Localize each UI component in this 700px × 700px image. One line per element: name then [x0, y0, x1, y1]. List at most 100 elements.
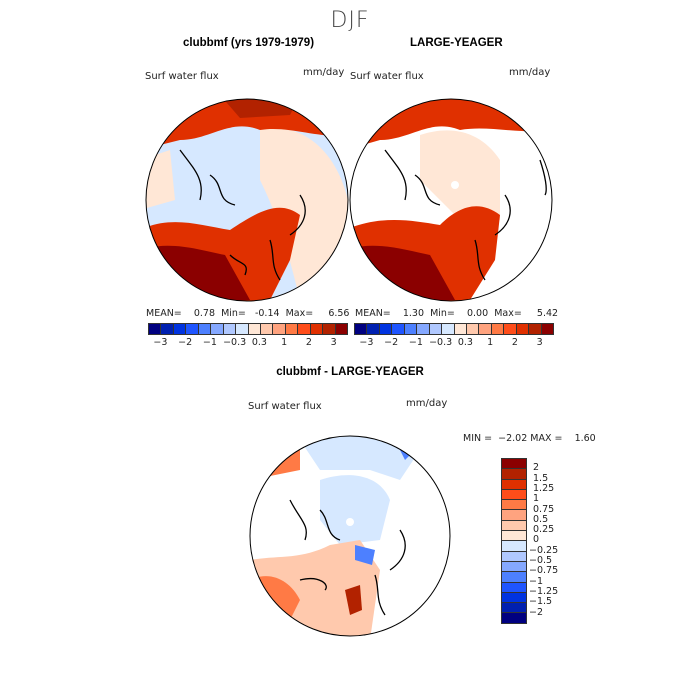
colorbar-swatch	[186, 324, 199, 334]
diff-variable: Surf water flux	[248, 401, 322, 412]
colorbar-swatch	[502, 603, 526, 614]
colorbar-tick-label: −0.3	[223, 337, 247, 348]
colorbar-panel2	[354, 323, 554, 335]
colorbar-swatch	[502, 459, 526, 470]
colorbar-tick-label: 1.5	[533, 472, 549, 484]
colorbar-swatch	[502, 489, 526, 501]
colorbar-swatch	[285, 324, 299, 334]
colorbar-swatch	[367, 324, 380, 334]
colorbar-swatch	[149, 324, 162, 334]
colorbar-swatch	[198, 324, 212, 334]
colorbar-swatch	[404, 324, 418, 334]
colorbar-tick-label: −2	[529, 606, 544, 618]
colorbar-swatch	[323, 324, 336, 334]
colorbar-swatch	[502, 469, 526, 480]
colorbar-swatch	[502, 500, 526, 511]
colorbar-panel1	[148, 323, 348, 335]
colorbar-tick-label: 1.25	[533, 482, 555, 494]
colorbar-swatch	[529, 324, 542, 334]
colorbar-swatch	[479, 324, 492, 334]
colorbar-swatch	[335, 324, 347, 334]
colorbar-swatch	[502, 592, 526, 604]
colorbar-swatch	[502, 510, 526, 521]
colorbar-swatch	[502, 531, 526, 542]
colorbar-swatch	[442, 324, 455, 334]
colorbar-swatch	[211, 324, 224, 334]
colorbar-tick-label: 0.3	[251, 337, 267, 348]
panel1-variable: Surf water flux	[145, 71, 219, 82]
colorbar-swatch	[502, 561, 526, 573]
colorbar-tick-label: −1	[408, 337, 423, 348]
colorbar-swatch	[541, 324, 553, 334]
colorbar-swatch	[236, 324, 249, 334]
panel2-title: LARGE-YEAGER	[410, 37, 503, 49]
colorbar-swatch	[355, 324, 368, 334]
colorbar-tick-label: 1	[533, 493, 540, 505]
colorbar-swatch	[248, 324, 261, 334]
colorbar-tick-label: −3	[153, 337, 168, 348]
colorbar-swatch	[502, 582, 526, 593]
colorbar-swatch	[310, 324, 324, 334]
diff-title: clubbmf - LARGE-YEAGER	[276, 366, 424, 378]
colorbar-tick-label: −1.5	[529, 596, 553, 608]
colorbar-tick-label: 1	[281, 337, 288, 348]
colorbar-tick-label: 2	[533, 462, 540, 474]
colorbar-tick-label: 3	[536, 337, 543, 348]
diff-units: mm/day	[406, 398, 448, 409]
panel1-units: mm/day	[303, 67, 345, 78]
colorbar-swatch	[504, 324, 517, 334]
colorbar-swatch	[379, 324, 393, 334]
colorbar-tick-label: 2	[305, 337, 312, 348]
colorbar-tick-label: −0.3	[429, 337, 453, 348]
colorbar-tick-label: 2	[511, 337, 518, 348]
panel2-stats: MEAN= 1.30 Min= 0.00 Max= 5.42	[355, 308, 559, 319]
map-clubbmf-border	[145, 98, 349, 302]
colorbar-swatch	[502, 572, 526, 583]
colorbar-swatch	[273, 324, 286, 334]
colorbar-tick-label: 1	[487, 337, 494, 348]
diff-stats: MIN = −2.02 MAX = 1.60	[463, 433, 596, 444]
colorbar-tick-label: 0.5	[533, 513, 549, 525]
colorbar-swatch	[454, 324, 467, 334]
colorbar-tick-label: 0.75	[533, 503, 555, 515]
panel1-stats: MEAN= 0.78 Min= -0.14 Max= 6.56	[146, 308, 350, 319]
colorbar-swatch	[516, 324, 530, 334]
panel2-units: mm/day	[509, 67, 551, 78]
colorbar-tick-label: −1.25	[529, 585, 559, 597]
colorbar-swatch	[502, 613, 526, 623]
colorbar-swatch	[161, 324, 174, 334]
colorbar-tick-label: −3	[359, 337, 374, 348]
colorbar-swatch	[502, 479, 526, 490]
map-difference-border	[249, 435, 451, 637]
colorbar-swatch	[223, 324, 237, 334]
colorbar-tick-label: −0.75	[529, 565, 559, 577]
colorbar-swatch	[298, 324, 311, 334]
colorbar-tick-label: −0.25	[529, 544, 559, 556]
map-large-yeager-border	[349, 98, 553, 302]
colorbar-swatch	[429, 324, 443, 334]
colorbar-swatch	[491, 324, 505, 334]
colorbar-swatch	[260, 324, 274, 334]
colorbar-swatch	[502, 541, 526, 552]
figure-title: DJF	[330, 8, 370, 33]
colorbar-swatch	[466, 324, 480, 334]
colorbar-swatch	[392, 324, 405, 334]
colorbar-swatch	[502, 551, 526, 562]
colorbar-tick-label: −2	[384, 337, 399, 348]
colorbar-tick-label: 0	[533, 534, 540, 546]
colorbar-tick-label: −1	[529, 575, 544, 587]
map-difference	[250, 436, 450, 636]
colorbar-swatch	[502, 520, 526, 532]
colorbar-tick-label: −2	[178, 337, 193, 348]
colorbar-difference	[501, 458, 527, 624]
panel1-title: clubbmf (yrs 1979-1979)	[183, 37, 315, 49]
colorbar-tick-label: −0.5	[529, 555, 553, 566]
colorbar-swatch	[417, 324, 430, 334]
colorbar-tick-label: 0.3	[457, 337, 473, 348]
panel2-variable: Surf water flux	[350, 71, 424, 82]
colorbar-tick-label: 0.25	[533, 524, 555, 536]
map-large-yeager	[350, 99, 552, 301]
map-clubbmf	[146, 99, 348, 301]
colorbar-tick-label: −1	[202, 337, 217, 348]
